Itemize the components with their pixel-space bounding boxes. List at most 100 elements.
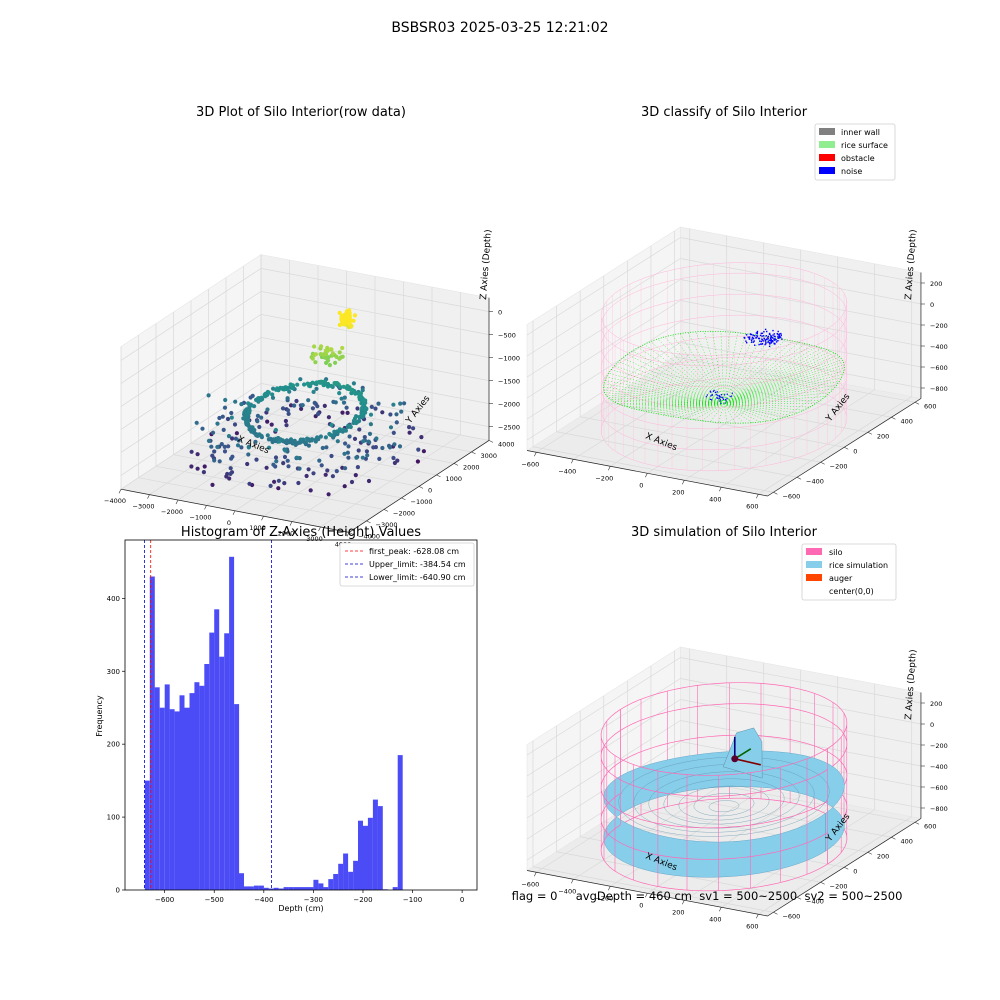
data-point	[241, 416, 246, 421]
data-point	[222, 449, 228, 454]
z-tick-label: −400	[930, 343, 948, 351]
noise-point	[780, 336, 782, 338]
rice-surface-ray	[720, 331, 725, 404]
data-point	[281, 461, 286, 466]
data-point	[274, 436, 279, 441]
data-point	[194, 420, 199, 425]
data-point	[303, 440, 308, 445]
data-point	[349, 391, 354, 396]
panel-1-title: 3D Plot of Silo Interior(row data)	[196, 105, 406, 120]
z-gridline	[680, 300, 922, 347]
data-point	[283, 448, 288, 453]
data-point	[210, 482, 215, 487]
histogram-bar	[293, 887, 299, 890]
data-point	[343, 441, 348, 446]
data-point	[347, 315, 352, 320]
noise-point	[743, 336, 745, 339]
histogram-bar	[204, 664, 210, 890]
rice-simulation-surface	[603, 750, 845, 878]
data-point	[212, 458, 217, 463]
rice-surface-ray	[650, 341, 725, 404]
noise-point	[780, 332, 782, 335]
data-point	[349, 387, 354, 392]
data-point	[270, 439, 275, 445]
x-tick-label: −400	[254, 896, 273, 904]
y-tick	[796, 476, 802, 480]
legend-swatch	[819, 141, 835, 148]
data-point	[330, 474, 335, 479]
noise-point	[769, 343, 771, 345]
legend-label: first_peak: -628.08 cm	[369, 547, 459, 556]
data-point	[327, 363, 332, 368]
y-tick	[488, 440, 494, 443]
noise-point	[746, 342, 748, 344]
x-tick	[571, 879, 574, 884]
rice-surface-ray	[723, 403, 791, 416]
data-point	[195, 452, 200, 457]
y-tick	[844, 866, 849, 870]
noise-point	[765, 339, 767, 341]
noise-point	[705, 396, 707, 398]
rice-surface-ray	[723, 384, 837, 404]
legend-label: Lower_limit: -640.90 cm	[369, 573, 466, 582]
rice-surface-ray	[607, 397, 725, 404]
rice-surface-ray	[614, 365, 725, 404]
data-point	[282, 481, 287, 486]
noise-point	[710, 395, 712, 397]
data-point	[371, 445, 376, 450]
data-point	[219, 442, 224, 447]
noise-point	[721, 396, 723, 398]
data-point	[297, 466, 302, 471]
noise-point	[775, 341, 778, 343]
noise-point	[725, 398, 727, 400]
data-point	[337, 391, 342, 396]
rice-surface-ray	[603, 389, 725, 404]
z-gridline	[680, 258, 922, 305]
data-point	[209, 444, 214, 449]
histogram-bar	[253, 885, 259, 890]
data-point	[341, 384, 346, 389]
z-gridline	[260, 291, 490, 335]
data-point	[334, 469, 339, 474]
z-gridline	[680, 657, 922, 704]
data-point	[340, 410, 345, 415]
data-point	[287, 389, 292, 394]
x-tick	[645, 893, 648, 898]
plot-frame	[124, 539, 478, 891]
data-point	[215, 444, 220, 450]
histogram-bar	[397, 755, 403, 890]
data-point	[362, 435, 367, 440]
data-point	[321, 383, 326, 388]
x-tick	[571, 459, 574, 464]
data-point	[340, 322, 346, 327]
rice-surface-ray	[723, 354, 838, 404]
rice-surface-ray	[723, 403, 810, 408]
noise-point	[773, 339, 776, 341]
rice-surface-ray	[723, 396, 826, 404]
y-gridline	[260, 396, 490, 441]
data-point	[233, 399, 238, 404]
y-axis-line	[348, 440, 490, 533]
noise-point	[755, 337, 757, 339]
z-gridline	[526, 657, 681, 756]
x-tick-label: 0	[460, 896, 464, 904]
noise-point	[773, 342, 775, 345]
histogram-bar	[199, 685, 205, 890]
histogram-bar	[258, 885, 264, 890]
x-tick	[318, 526, 321, 532]
legend-label: obstacle	[841, 154, 875, 163]
data-point	[195, 466, 200, 471]
legend-swatch	[806, 548, 822, 555]
data-point	[341, 400, 347, 405]
rice-surface-rim	[603, 330, 845, 424]
data-point	[361, 439, 366, 444]
data-point	[254, 397, 259, 402]
legend-label: inner wall	[841, 128, 880, 137]
rice-surface-ray	[723, 388, 834, 404]
data-point	[259, 415, 264, 420]
noise-point	[718, 395, 721, 397]
data-point	[221, 427, 226, 432]
data-point	[349, 479, 355, 485]
data-point	[254, 457, 259, 462]
rice-surface-ray	[638, 347, 725, 404]
